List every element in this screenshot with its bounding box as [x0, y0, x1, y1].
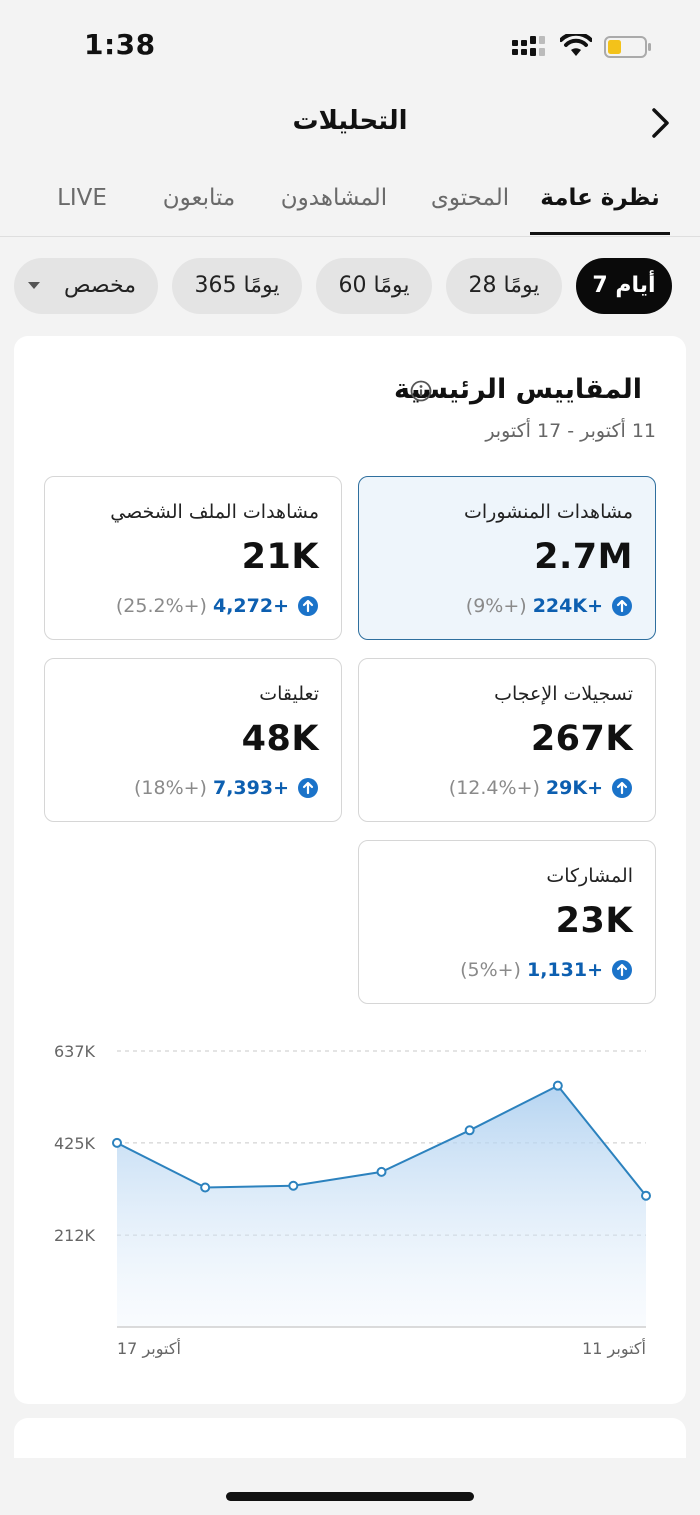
active-tab-indicator	[530, 232, 670, 235]
date-range: 11 أكتوبر - 17 أكتوبر	[485, 420, 656, 442]
metric-change: (5%+) 1,131+	[460, 959, 633, 981]
metric-card-comments[interactable]: تعليقات 48K (18%+) 7,393+	[44, 658, 342, 822]
tab-overview[interactable]: نظرة عامة	[540, 185, 660, 211]
metric-label: تسجيلات الإعجاب	[494, 683, 633, 705]
metric-value: 267K	[530, 719, 633, 759]
metric-percent: (5%+)	[460, 959, 521, 981]
arrow-up-icon	[612, 778, 632, 798]
tab-content[interactable]: المحتوى	[430, 185, 510, 211]
metric-delta: 29K+	[545, 777, 603, 799]
chevron-right-icon[interactable]	[648, 106, 672, 140]
page-title: التحليلات	[292, 106, 408, 136]
metric-percent: (12.4%+)	[448, 777, 540, 799]
metric-card-post-views[interactable]: مشاهدات المنشورات 2.7M (9%+) 224K+	[358, 476, 656, 640]
chart-area-fill	[117, 1085, 646, 1327]
metric-label: مشاهدات المنشورات	[463, 501, 633, 523]
battery-icon	[604, 36, 651, 58]
chart-point[interactable]	[641, 1190, 651, 1201]
metric-delta: 4,272+	[212, 595, 289, 617]
metric-value: 23K	[555, 901, 633, 941]
chart-point[interactable]	[464, 1125, 475, 1136]
metric-card-shares[interactable]: المشاركات 23K (5%+) 1,131+	[358, 840, 656, 1004]
info-icon[interactable]	[410, 380, 432, 402]
next-section-card	[14, 1418, 686, 1458]
arrow-up-icon	[298, 596, 318, 616]
metric-label: المشاركات	[546, 865, 633, 887]
metric-percent: (9%+)	[465, 595, 527, 617]
chart-point[interactable]	[552, 1080, 563, 1091]
metric-card-likes[interactable]: تسجيلات الإعجاب 267K (12.4%+) 29K+	[358, 658, 656, 822]
range-chip-custom[interactable]: مخصص	[14, 258, 158, 314]
metric-delta: 224K+	[532, 595, 603, 617]
metric-value: 2.7M	[534, 537, 633, 577]
metric-delta: 7,393+	[212, 777, 289, 799]
post-views-chart: 637K 425K 212K أكتوبر 17 أكتوبر 11	[54, 1042, 651, 1359]
metric-delta: 1,131+	[526, 959, 603, 981]
x-tick-label: أكتوبر 17	[117, 1338, 181, 1359]
cellular-signal-icon	[512, 36, 545, 56]
caret-down-icon	[28, 282, 40, 289]
arrow-up-icon	[298, 778, 318, 798]
metric-change: (9%+) 224K+	[466, 595, 633, 617]
chart-point[interactable]	[112, 1137, 122, 1148]
wifi-icon	[560, 34, 592, 56]
metric-value: 48K	[241, 719, 319, 759]
tab-viewers[interactable]: المشاهدون	[280, 185, 388, 211]
y-tick-label: 637K	[54, 1042, 96, 1061]
arrow-up-icon	[612, 596, 632, 616]
clock: 1:38	[84, 28, 156, 61]
range-chip-28-days[interactable]: 28 يومًا	[446, 258, 562, 314]
chart-point[interactable]	[200, 1182, 211, 1193]
metric-change: (18%+) 7,393+	[134, 777, 319, 799]
range-chip-7-days[interactable]: 7 أيام	[576, 258, 672, 314]
y-tick-label: 425K	[54, 1134, 96, 1153]
tab-followers[interactable]: متابعون	[162, 185, 236, 211]
key-metrics-card: المقاييس الرئيسية 11 أكتوبر - 17 أكتوبر …	[14, 336, 686, 1404]
status-bar: 1:38	[0, 0, 700, 90]
range-chip-365-days[interactable]: 365 يومًا	[172, 258, 302, 314]
metric-percent: (18%+)	[133, 777, 207, 799]
range-chip-60-days[interactable]: 60 يومًا	[316, 258, 432, 314]
chart-point[interactable]	[376, 1166, 387, 1177]
y-tick-label: 212K	[54, 1226, 96, 1245]
chart-point[interactable]	[288, 1180, 299, 1191]
custom-range-label: مخصص	[63, 273, 136, 298]
metric-label: تعليقات	[259, 683, 319, 705]
tab-live[interactable]: LIVE	[57, 185, 107, 211]
metric-value: 21K	[241, 537, 319, 577]
x-tick-label: أكتوبر 11	[582, 1338, 646, 1359]
metric-label: مشاهدات الملف الشخصي	[110, 501, 319, 523]
tab-bar: نظرة عامة المحتوى المشاهدون متابعون LIVE	[0, 168, 700, 237]
nav-header: التحليلات	[0, 92, 700, 156]
section-title: المقاييس الرئيسية	[393, 374, 642, 405]
metric-change: (25.2%+) 4,272+	[116, 595, 319, 617]
metric-card-profile-views[interactable]: مشاهدات الملف الشخصي 21K (25.2%+) 4,272+	[44, 476, 342, 640]
metric-change: (12.4%+) 29K+	[449, 777, 633, 799]
arrow-up-icon	[612, 960, 632, 980]
metric-percent: (25.2%+)	[115, 595, 207, 617]
home-indicator	[226, 1492, 474, 1501]
